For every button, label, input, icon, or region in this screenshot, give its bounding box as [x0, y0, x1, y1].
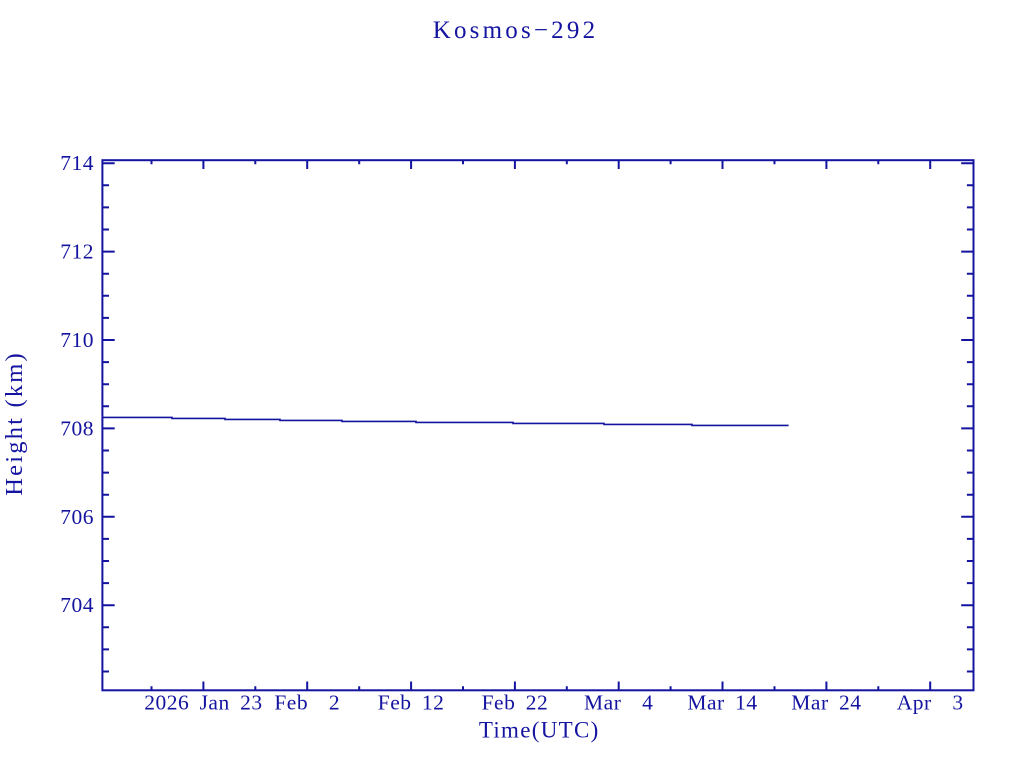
svg-text:Feb 22: Feb 22	[482, 691, 549, 715]
svg-text:Feb 2: Feb 2	[274, 691, 340, 715]
svg-text:706: 706	[60, 505, 94, 529]
svg-text:Height (km): Height (km)	[1, 351, 28, 496]
svg-text:704: 704	[60, 593, 94, 617]
svg-text:Mar 14: Mar 14	[687, 691, 757, 715]
svg-text:2026 Jan 23: 2026 Jan 23	[144, 691, 262, 715]
svg-text:Mar 24: Mar 24	[791, 691, 861, 715]
svg-text:Feb 12: Feb 12	[378, 691, 445, 715]
svg-text:Mar 4: Mar 4	[584, 691, 653, 715]
svg-text:708: 708	[60, 416, 94, 440]
svg-text:Time(UTC): Time(UTC)	[479, 717, 600, 742]
svg-text:712: 712	[60, 240, 94, 264]
svg-text:714: 714	[60, 151, 94, 175]
svg-text:Kosmos−292: Kosmos−292	[433, 17, 599, 44]
svg-text:Apr 3: Apr 3	[897, 691, 964, 715]
svg-text:710: 710	[60, 328, 94, 352]
